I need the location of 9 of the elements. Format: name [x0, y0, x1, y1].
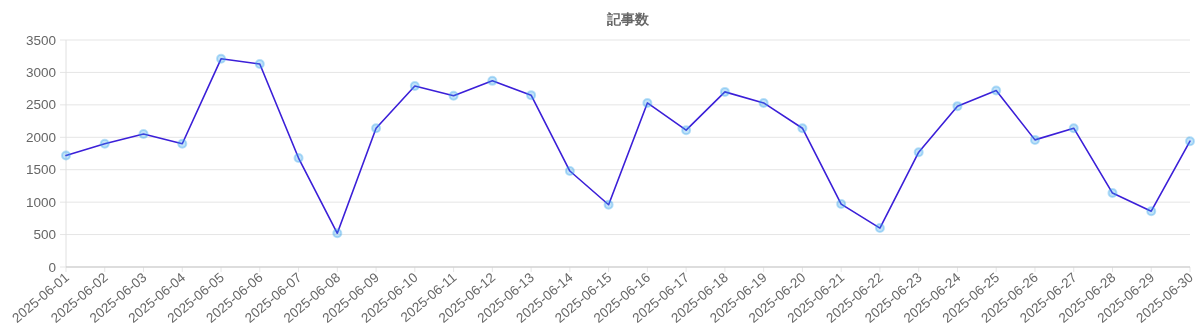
chart-title: 記事数 — [606, 11, 650, 27]
y-tick-label: 3000 — [25, 64, 56, 80]
y-tick-label: 500 — [33, 227, 56, 243]
y-tick-label: 3500 — [25, 32, 56, 48]
y-tick-label: 0 — [48, 259, 56, 275]
y-tick-label: 1500 — [25, 162, 56, 178]
y-tick-label: 2000 — [25, 129, 56, 145]
y-tick-label: 1000 — [25, 194, 56, 210]
y-tick-label: 2500 — [25, 97, 56, 113]
